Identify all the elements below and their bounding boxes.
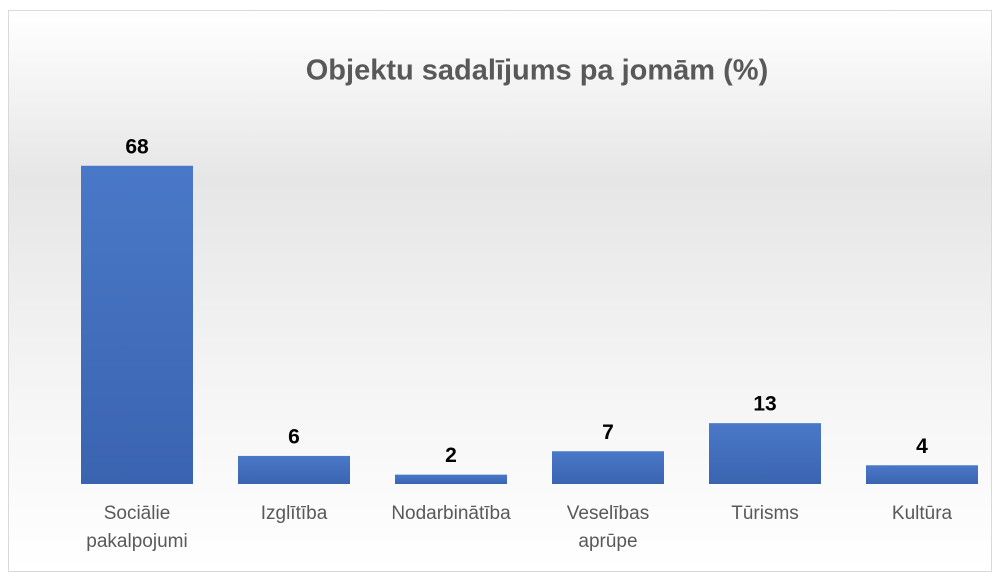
bar	[238, 455, 350, 484]
data-label: 2	[445, 444, 457, 467]
x-tick-label: Sociālie pakalpojumi	[86, 503, 188, 552]
bar	[709, 423, 821, 484]
x-tick-label: Tūrisms	[731, 503, 799, 524]
x-tick-label: Veselības aprūpe	[566, 503, 650, 552]
data-label: 13	[753, 393, 776, 416]
chart-title: Objektu sadalījums pa jomām (%)	[306, 55, 769, 87]
x-tick-label: Izglītība	[260, 503, 328, 524]
bar	[81, 165, 193, 484]
bar	[866, 465, 978, 484]
bar	[395, 474, 507, 484]
data-label: 6	[288, 425, 300, 448]
data-label: 7	[602, 421, 614, 444]
data-label: 68	[125, 135, 149, 158]
data-label: 4	[916, 435, 928, 458]
x-tick-label: Kultūra	[891, 503, 953, 524]
bar	[552, 451, 664, 484]
x-tick-label: Nodarbinātība	[391, 503, 511, 524]
